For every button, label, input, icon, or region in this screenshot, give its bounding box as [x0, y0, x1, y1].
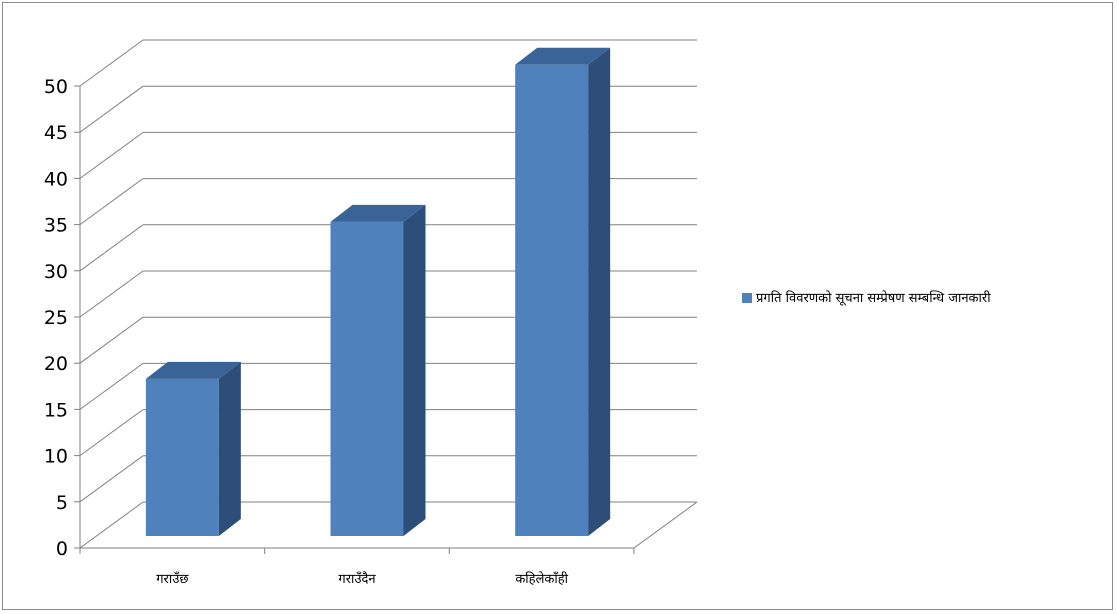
- bar-top: [515, 47, 611, 65]
- bar-top: [330, 204, 426, 222]
- bar-top: [145, 361, 241, 379]
- y-tick-label: 5: [56, 492, 68, 514]
- y-tick-label: 45: [44, 122, 68, 144]
- y-tick-label: 15: [44, 399, 68, 421]
- bar-side: [588, 47, 611, 536]
- gridline-side: [79, 501, 144, 549]
- y-tick-label: 10: [44, 446, 68, 468]
- y-tick-label: 25: [44, 307, 68, 329]
- gridline-side: [79, 131, 144, 179]
- y-tick-label: 0: [56, 538, 68, 560]
- y-tick-label: 50: [44, 76, 68, 98]
- gridline-side: [79, 224, 144, 272]
- gridline-side: [79, 39, 144, 87]
- bar-side: [403, 204, 426, 536]
- gridline-side: [79, 85, 144, 133]
- y-tick-label: 35: [44, 215, 68, 237]
- bar-front: [145, 378, 219, 536]
- x-tick-label: गराउँदैन: [338, 571, 376, 587]
- gridline-side: [79, 316, 144, 364]
- legend-label: प्रगति विवरणको सूचना सम्प्रेषण सम्बन्धि …: [756, 291, 991, 306]
- bar-front: [515, 64, 589, 536]
- gridline-side: [79, 455, 144, 503]
- x-tick-label: कहिलेकाँही: [515, 571, 568, 587]
- legend: प्रगति विवरणको सूचना सम्प्रेषण सम्बन्धि …: [742, 287, 1102, 311]
- y-tick-label: 40: [44, 168, 68, 190]
- gridline-side: [79, 409, 144, 457]
- bar-side: [218, 361, 241, 536]
- gridline-side: [79, 270, 144, 318]
- gridline-side: [79, 362, 144, 410]
- gridline-side: [79, 178, 144, 226]
- bar-front: [330, 221, 404, 536]
- x-tick-label: गराउँछ: [156, 571, 189, 587]
- legend-swatch: [742, 293, 752, 303]
- y-tick-label: 20: [44, 353, 68, 375]
- floor-edge: [633, 501, 698, 549]
- y-tick-label: 30: [44, 261, 68, 283]
